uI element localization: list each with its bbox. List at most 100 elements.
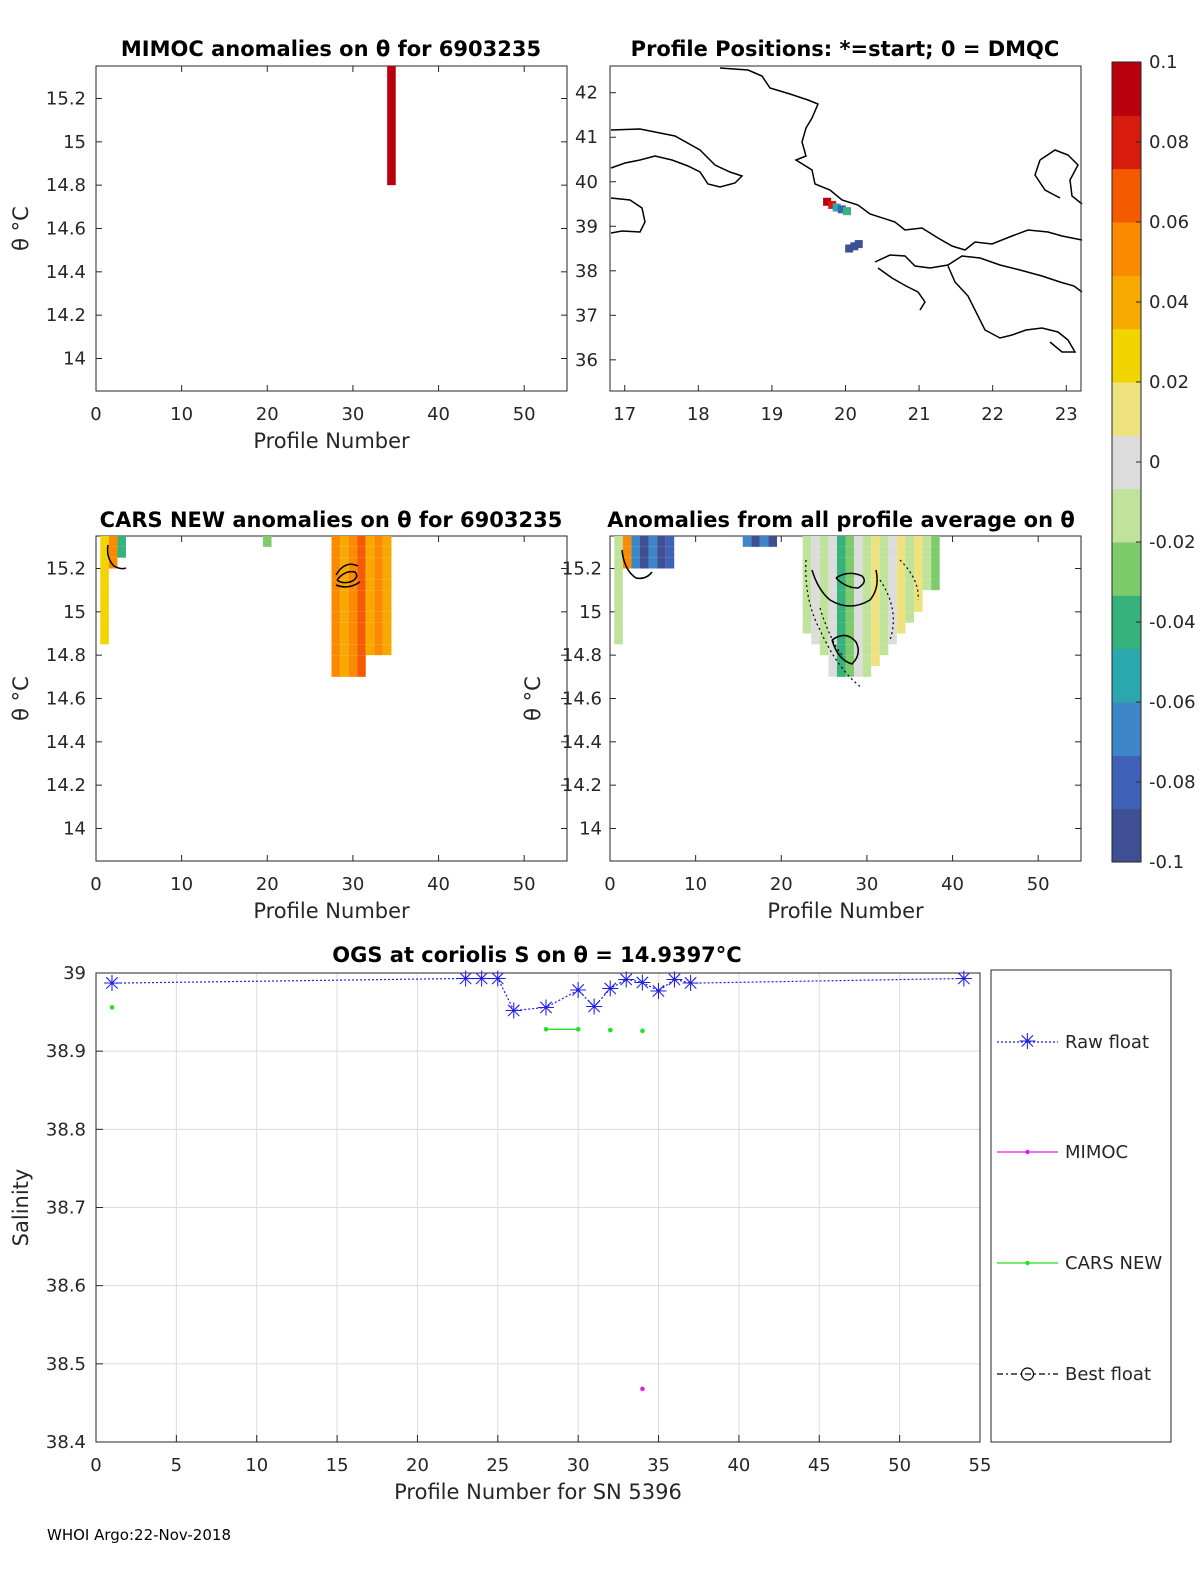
legend-mimoc-label: MIMOC xyxy=(1065,1142,1128,1163)
allavg-anomaly-cell xyxy=(845,579,855,591)
allavg-contour-1 xyxy=(621,549,878,665)
positions-xtick-label: 19 xyxy=(760,404,783,425)
mimoc-ytick-label: 15.2 xyxy=(46,89,86,110)
allavg-ytick-label: 15.2 xyxy=(562,559,602,580)
allavg-anomaly-cell xyxy=(854,546,863,558)
allavg-xtick-label: 10 xyxy=(684,874,707,895)
cars-anomaly-cell xyxy=(357,655,366,666)
mimoc-xlabel: Profile Number xyxy=(253,429,410,453)
positions-ytick-label: 42 xyxy=(575,83,598,104)
allavg-anomaly-cell xyxy=(811,601,820,612)
allavg-anomaly-cell xyxy=(879,611,889,623)
cars-anomaly-cell xyxy=(365,568,375,580)
salinity-xlabel: Profile Number for SN 5396 xyxy=(394,1480,682,1504)
profile-position-point xyxy=(832,203,841,212)
salinity-xtick-label: 20 xyxy=(406,1455,429,1476)
allavg-anomaly-cell xyxy=(657,546,666,558)
salinity-xtick-label: 25 xyxy=(486,1455,509,1476)
allavg-xtick-label: 20 xyxy=(770,874,793,895)
colorbar-tick-label: 0.06 xyxy=(1149,212,1189,233)
cars-anomaly-cell xyxy=(108,557,118,569)
allavg-anomaly-cell xyxy=(914,546,923,558)
cars-anomaly-cell xyxy=(100,557,109,569)
cars-anomaly-cell xyxy=(374,622,383,634)
allavg-anomaly-cell xyxy=(802,568,812,580)
allavg-anomaly-cell xyxy=(802,601,812,612)
allavg-xlabel: Profile Number xyxy=(767,899,924,923)
allavg-anomaly-cell xyxy=(622,546,632,558)
allavg-anomaly-cell xyxy=(819,590,829,601)
cars-xtick-label: 50 xyxy=(513,874,536,895)
coastline-italy xyxy=(610,128,744,188)
allavg-anomaly-cell xyxy=(845,536,855,547)
allavg-anomaly-cell xyxy=(862,601,872,612)
allavg-anomaly-cell xyxy=(871,611,880,623)
allavg-anomaly-cell xyxy=(854,655,863,666)
cars-anomaly-cell xyxy=(374,557,383,569)
allavg-anomaly-cell xyxy=(802,611,812,623)
cars-anomaly-cell xyxy=(348,546,358,558)
allavg-anomaly-cell xyxy=(819,644,829,656)
cars-anomaly-cell xyxy=(382,601,392,612)
cars-anomaly-cell xyxy=(365,633,375,645)
colorbar-tick-label: 0.08 xyxy=(1149,132,1189,153)
allavg-anomaly-cell xyxy=(896,590,906,601)
colorbar-segment xyxy=(1112,702,1141,756)
cars-anomaly-cell xyxy=(348,611,358,623)
cars-anomaly-cell xyxy=(348,622,358,634)
allavg-anomaly-cell xyxy=(819,557,829,569)
legend-raw-float: ✳ Raw float xyxy=(997,1030,1149,1055)
cars-anomaly-cell xyxy=(340,579,349,591)
salinity-ytick-label: 39 xyxy=(63,963,86,984)
cars-new-point xyxy=(109,1005,115,1010)
allavg-anomaly-cell xyxy=(888,601,897,612)
raw-float-star-marker: ✳ xyxy=(601,978,619,1003)
allavg-anomaly-cell xyxy=(845,611,855,623)
allavg-anomaly-cell xyxy=(871,590,880,601)
cars-anomaly-cell xyxy=(100,546,109,558)
cars-anomaly-cell xyxy=(340,536,349,547)
coastline-peloponnese xyxy=(877,267,926,311)
allavg-anomaly-cell xyxy=(931,568,940,580)
allavg-anomaly-cell xyxy=(836,633,846,645)
allavg-ytick-label: 14.4 xyxy=(562,732,602,753)
cars-ytick-label: 14 xyxy=(63,819,86,840)
positions-ytick-label: 41 xyxy=(575,127,598,148)
allavg-ytick-label: 14.2 xyxy=(562,775,602,796)
allavg-anomaly-cell xyxy=(836,557,846,569)
allavg-anomaly-cell xyxy=(836,666,846,677)
allavg-anomaly-cell xyxy=(862,557,872,569)
allavg-anomaly-cell xyxy=(811,633,820,645)
allavg-anomaly-cell xyxy=(845,655,855,666)
legend-mimoc: MIMOC xyxy=(997,1142,1128,1163)
allavg-anomaly-cell xyxy=(845,666,855,677)
mimoc-ylabel: θ °C xyxy=(9,206,33,251)
cars-anomaly-cell xyxy=(348,666,358,677)
salinity-xtick-label: 35 xyxy=(647,1455,670,1476)
raw-float-star-marker: ✳ xyxy=(489,967,507,992)
allavg-anomaly-cell xyxy=(896,579,906,591)
colorbar-segment xyxy=(1112,808,1141,863)
allavg-anomaly-cell xyxy=(828,579,837,591)
allavg-anomaly-cell xyxy=(742,536,752,547)
allavg-xtick-label: 0 xyxy=(604,874,615,895)
allavg-anomaly-cell xyxy=(905,579,915,591)
mimoc-ytick-label: 14.6 xyxy=(46,219,86,240)
allavg-anomaly-cell xyxy=(845,644,855,656)
cars-anomaly-cell xyxy=(340,601,349,612)
mimoc-ytick-label: 14.2 xyxy=(46,305,86,326)
allavg-anomaly-cell xyxy=(802,590,812,601)
salinity-ytick-label: 38.6 xyxy=(46,1276,86,1297)
allavg-anomaly-cell xyxy=(811,546,820,558)
cars-anomaly-cell xyxy=(382,644,392,656)
cars-anomaly-cell xyxy=(340,633,349,645)
mimoc-xtick-label: 20 xyxy=(256,404,279,425)
cars-anomaly-cell xyxy=(331,622,341,634)
legend-raw-marker: ✳ xyxy=(1018,1030,1036,1055)
allavg-anomaly-cell xyxy=(914,579,923,591)
salinity-legend: ✳ Raw float MIMOC CARS NEW Best float xyxy=(990,969,1172,1443)
allavg-anomaly-cell xyxy=(862,579,872,591)
cars-anomaly-cell xyxy=(100,633,109,645)
allavg-anomaly-cell xyxy=(631,536,640,547)
allavg-anomaly-cell xyxy=(845,590,855,601)
